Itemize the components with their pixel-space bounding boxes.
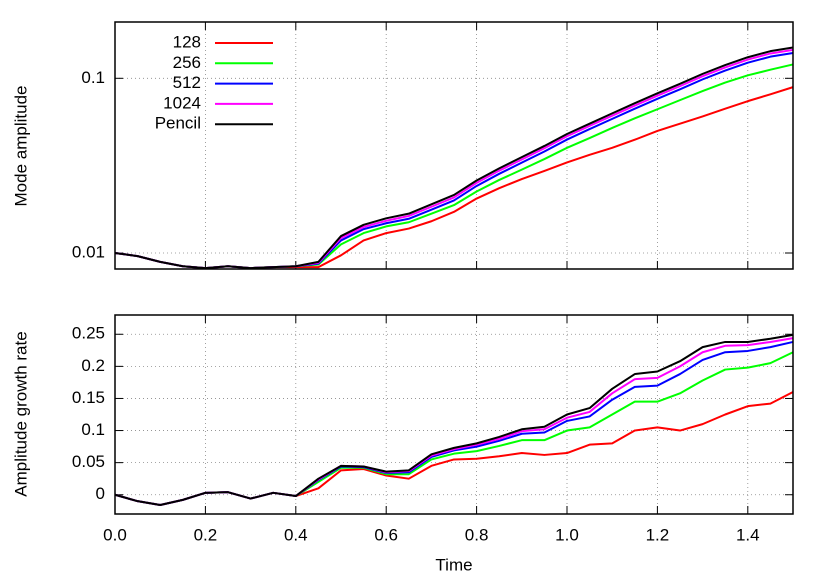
y-tick-label: 0.2 bbox=[81, 356, 105, 375]
x-tick-label: 0.8 bbox=[465, 525, 489, 544]
legend-label: 512 bbox=[173, 73, 201, 92]
plot-frame bbox=[114, 21, 794, 270]
series-line bbox=[114, 86, 794, 270]
x-tick-label: 0.0 bbox=[103, 525, 127, 544]
legend-label: 256 bbox=[173, 53, 201, 72]
series-line bbox=[114, 333, 794, 507]
legend-label: 1024 bbox=[163, 93, 201, 112]
x-tick-label: 0.4 bbox=[284, 525, 308, 544]
x-tick-label: 0.2 bbox=[194, 525, 218, 544]
y-tick-label: 0 bbox=[96, 484, 105, 503]
x-tick-label: 1.4 bbox=[736, 525, 760, 544]
series-line bbox=[114, 337, 794, 507]
y-tick-label: 0.25 bbox=[72, 324, 105, 343]
series-line bbox=[114, 52, 794, 270]
x-axis-label: Time bbox=[435, 555, 472, 574]
legend-label: Pencil bbox=[155, 114, 201, 133]
series-line bbox=[114, 46, 794, 270]
plot-frame bbox=[114, 314, 794, 515]
series-line bbox=[114, 48, 794, 270]
y-tick-label: 0.1 bbox=[81, 68, 105, 87]
y-tick-label: 0.15 bbox=[72, 388, 105, 407]
y-tick-label: 0.01 bbox=[72, 242, 105, 261]
y-tick-label: 0.1 bbox=[81, 420, 105, 439]
legend-label: 128 bbox=[173, 32, 201, 51]
y-axis-label: Amplitude growth rate bbox=[11, 331, 30, 496]
y-tick-label: 0.05 bbox=[72, 452, 105, 471]
y-axis-label: Mode amplitude bbox=[11, 86, 30, 207]
x-tick-label: 1.2 bbox=[646, 525, 670, 544]
x-tick-label: 0.6 bbox=[374, 525, 398, 544]
series-line bbox=[114, 340, 794, 507]
x-tick-label: 1.0 bbox=[555, 525, 579, 544]
series-line bbox=[114, 351, 794, 507]
series-line bbox=[114, 63, 794, 270]
